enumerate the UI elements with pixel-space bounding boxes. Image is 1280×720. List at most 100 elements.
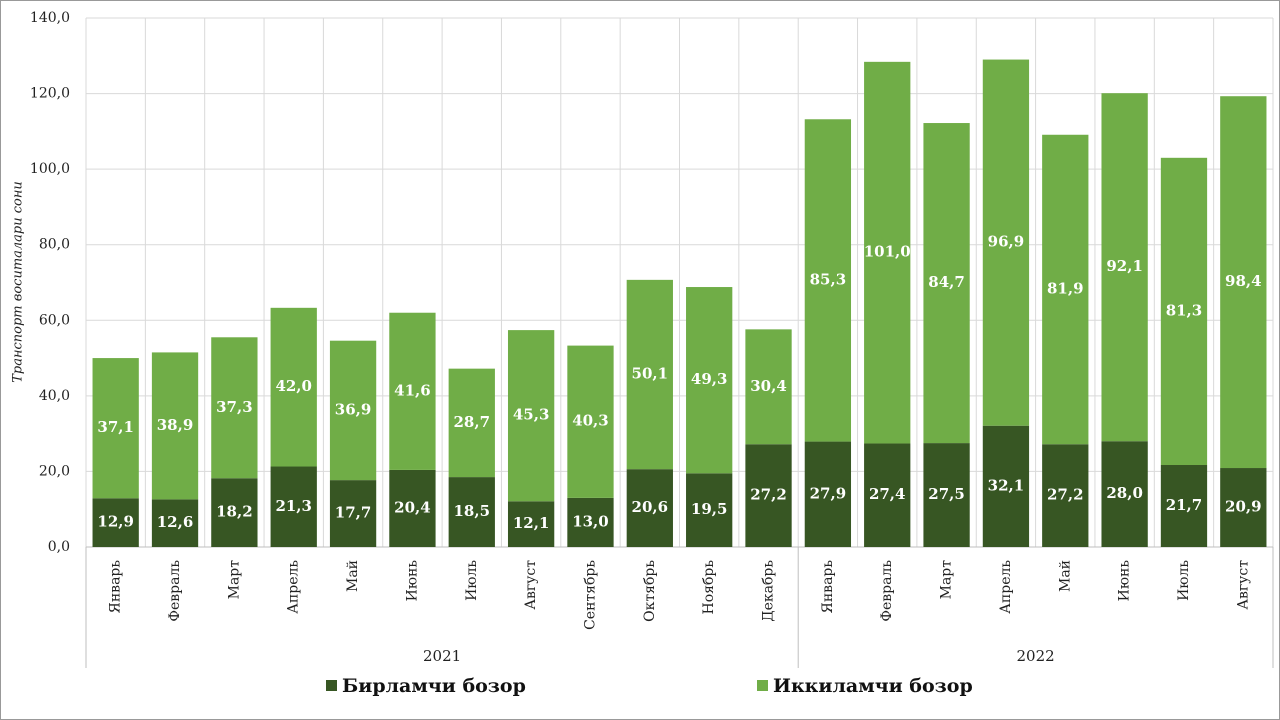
bar-segment — [745, 444, 792, 547]
legend-swatch — [326, 680, 337, 691]
y-axis-label: Транспорт воситалари сони — [11, 181, 26, 383]
x-tick-label: Октябрь — [642, 560, 658, 622]
bar-segment — [804, 119, 852, 442]
y-tick-label: 40,0 — [39, 388, 70, 404]
x-tick-label: Май — [345, 560, 361, 592]
y-tick-label: 60,0 — [39, 312, 70, 328]
x-tick-label: Март — [939, 560, 955, 600]
data-label: 84,7 — [928, 273, 965, 291]
data-label: 21,3 — [275, 497, 312, 515]
data-label: 92,1 — [1106, 257, 1143, 275]
y-tick-label: 120,0 — [30, 86, 70, 102]
bar-segment — [745, 329, 792, 445]
x-tick-label: Май — [1057, 560, 1073, 592]
bar-segment — [507, 501, 555, 547]
data-label: 42,0 — [275, 377, 312, 395]
bar-segment — [567, 345, 614, 498]
bar-segment — [686, 473, 733, 547]
x-tick-label: Январь — [820, 560, 836, 614]
data-label: 27,2 — [1047, 486, 1084, 504]
data-label: 98,4 — [1225, 272, 1262, 290]
bar-segment — [211, 478, 258, 547]
bar-segment — [507, 330, 555, 502]
bar-segment — [1101, 93, 1148, 442]
data-label: 32,1 — [988, 476, 1025, 494]
x-tick-label: Январь — [108, 560, 124, 614]
y-tick-label: 100,0 — [30, 161, 70, 177]
data-label: 21,7 — [1166, 496, 1203, 514]
x-tick-label: Февраль — [879, 560, 895, 622]
y-tick-label: 80,0 — [39, 237, 70, 253]
legend-label: Иккиламчи бозор — [773, 675, 973, 697]
data-label: 20,9 — [1225, 498, 1262, 516]
data-label: 20,4 — [394, 498, 431, 516]
data-label: 12,9 — [97, 513, 134, 531]
x-tick-label: Июнь — [1117, 560, 1133, 602]
x-tick-label: Июль — [464, 560, 480, 601]
y-tick-label: 20,0 — [39, 463, 70, 479]
bar-segment — [982, 425, 1030, 547]
x-tick-label: Август — [523, 560, 539, 610]
data-label: 81,9 — [1047, 279, 1084, 297]
bar-segment — [1101, 441, 1148, 547]
bar-segment — [626, 279, 673, 470]
bar-segment — [151, 499, 199, 547]
bar-segment — [151, 352, 199, 500]
data-label: 17,7 — [335, 504, 372, 522]
data-label: 37,1 — [97, 418, 134, 436]
data-label: 27,4 — [869, 485, 906, 503]
data-label: 30,4 — [750, 377, 787, 395]
x-tick-label: Август — [1235, 560, 1251, 610]
data-label: 37,3 — [216, 398, 253, 416]
data-label: 12,6 — [157, 513, 194, 531]
x-tick-label: Июнь — [404, 560, 420, 602]
bar-segment — [1160, 465, 1208, 547]
legend-swatch — [757, 680, 768, 691]
group-label: 2022 — [1017, 647, 1055, 665]
bar-segment — [389, 469, 436, 547]
bar-segment — [864, 61, 911, 444]
data-label: 41,6 — [394, 381, 431, 399]
bar-segment — [923, 443, 970, 547]
bar-segment — [1220, 96, 1267, 469]
bar-segment — [389, 312, 436, 470]
data-label: 49,3 — [691, 370, 728, 388]
bar-segment — [270, 466, 317, 547]
data-label: 13,0 — [572, 512, 609, 530]
data-label: 28,7 — [454, 413, 491, 431]
data-label: 27,2 — [750, 486, 787, 504]
bar-segment — [1042, 134, 1089, 445]
x-tick-label: Март — [226, 560, 242, 600]
bar-segment — [1042, 444, 1089, 547]
x-tick-label: Апрель — [998, 560, 1014, 614]
data-label: 12,1 — [513, 514, 550, 532]
x-tick-label: Апрель — [286, 560, 302, 614]
y-tick-label: 0,0 — [48, 539, 70, 555]
x-tick-label: Ноябрь — [701, 560, 717, 615]
data-label: 81,3 — [1166, 301, 1203, 319]
bar-segment — [211, 337, 258, 479]
group-label: 2021 — [423, 647, 461, 665]
bar-segment — [626, 469, 673, 547]
data-label: 20,6 — [632, 498, 669, 516]
bar-segment — [270, 307, 317, 467]
bar-segment — [1160, 157, 1208, 466]
legend-label: Бирламчи бозор — [342, 675, 526, 697]
bar-segment — [329, 340, 377, 481]
bar-segment — [804, 441, 852, 547]
bar-segment — [923, 123, 970, 444]
data-label: 19,5 — [691, 500, 728, 518]
bar-segment — [686, 287, 733, 474]
bar-segment — [448, 477, 495, 547]
x-tick-label: Февраль — [167, 560, 183, 622]
data-label: 50,1 — [632, 365, 669, 383]
bar-segment — [448, 368, 495, 478]
data-label: 40,3 — [572, 412, 609, 430]
y-tick-label: 140,0 — [30, 10, 70, 26]
data-label: 28,0 — [1106, 484, 1143, 502]
bar-segment — [567, 497, 614, 547]
data-label: 45,3 — [513, 406, 550, 424]
data-label: 85,3 — [810, 270, 847, 288]
bar-segment — [92, 498, 139, 547]
